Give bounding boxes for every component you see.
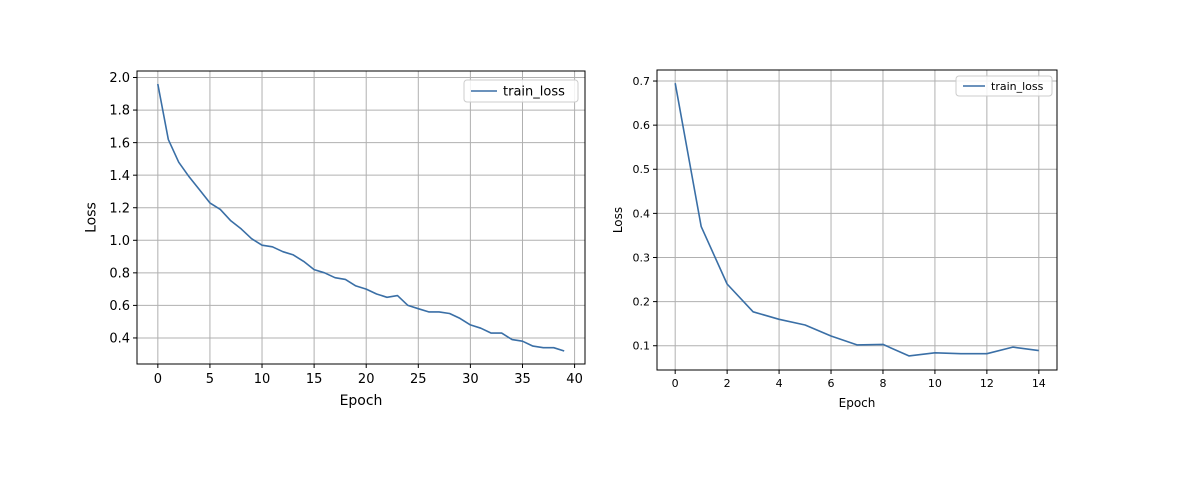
x-axis-label: Epoch	[340, 393, 383, 409]
y-tick-label: 0.8	[109, 267, 130, 282]
x-tick-label: 6	[828, 377, 835, 390]
x-tick-label: 14	[1032, 377, 1046, 390]
x-tick-label: 8	[879, 377, 886, 390]
x-tick-label: 10	[254, 372, 271, 387]
grid	[657, 70, 1057, 370]
legend: train_loss	[955, 75, 1053, 97]
y-tick-label: 0.3	[633, 251, 651, 264]
y-axis-label: Loss	[83, 202, 99, 233]
y-tick-label: 0.5	[633, 163, 651, 176]
series-line-train-loss	[157, 83, 565, 352]
y-tick-label: 2.0	[109, 71, 130, 86]
y-tick-label: 0.4	[109, 332, 130, 347]
x-tick-label: 35	[514, 372, 531, 387]
y-tick-label: 0.1	[633, 340, 651, 353]
x-tick-label: 25	[410, 372, 427, 387]
x-tick-label: 30	[462, 372, 479, 387]
grid	[137, 71, 585, 364]
y-tick-label: 0.2	[633, 296, 651, 309]
legend: train_loss	[463, 79, 579, 103]
y-axis-label: Loss	[611, 207, 625, 233]
y-tick-label: 1.2	[109, 201, 130, 216]
y-tick-label: 0.4	[633, 207, 651, 220]
loss-chart-15-epochs: 0 2 4 6 8 10 12 14 0.1 0.2 0.3 0.4 0.5 0.6 0.7 Epoch Los…	[611, 69, 1058, 410]
y-tick-label: 0.6	[109, 299, 130, 314]
x-tick-label: 20	[358, 372, 375, 387]
legend-label: train_loss	[503, 85, 565, 100]
x-tick-label: 12	[980, 377, 994, 390]
y-tick-label: 0.7	[633, 75, 651, 88]
legend-box	[463, 79, 579, 103]
x-tick-label: 0	[672, 377, 679, 390]
x-tick-label: 5	[206, 372, 214, 387]
y-tick-label: 1.4	[109, 169, 130, 184]
plot-frame	[136, 70, 586, 365]
legend-box	[955, 75, 1053, 97]
loss-chart-40-epochs: 0 5 10 15 20 25 30 35 40 0.4 0.6 0.8 1.0 1.2 1.4 1.6 1.8…	[83, 70, 586, 409]
x-tick-label: 0	[154, 372, 162, 387]
x-tick-label: 4	[776, 377, 783, 390]
x-tick-label: 15	[306, 372, 323, 387]
y-tick-label: 0.6	[633, 119, 651, 132]
x-tick-label: 2	[724, 377, 731, 390]
y-tick-label: 1.6	[109, 136, 130, 151]
x-tick-label: 40	[566, 372, 583, 387]
plot-frame	[656, 69, 1058, 371]
y-tick-label: 1.8	[109, 104, 130, 119]
y-tick-label: 1.0	[109, 234, 130, 249]
x-tick-label: 10	[928, 377, 942, 390]
series-line-train-loss	[674, 83, 1039, 357]
x-axis-label: Epoch	[839, 396, 876, 410]
legend-label: train_loss	[991, 80, 1044, 93]
